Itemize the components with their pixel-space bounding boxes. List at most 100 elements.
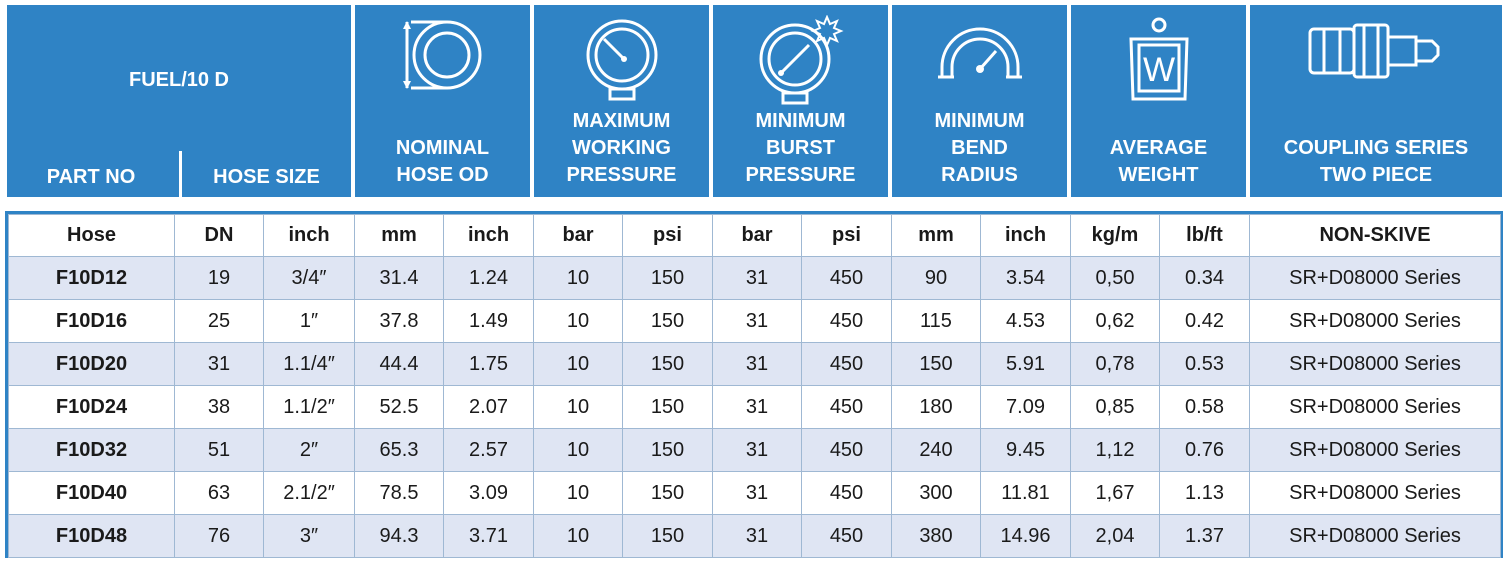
table-cell: 2.07 xyxy=(443,385,534,429)
table-row: F10D16 25 1″ 37.8 1.49 10 150 31 450 115 4.53 0,62 0… xyxy=(8,299,1501,343)
table-cell: 78.5 xyxy=(354,471,444,515)
table-cell: 450 xyxy=(801,385,892,429)
table-cell: 10 xyxy=(533,514,623,558)
table-row: F10D48 76 3″ 94.3 3.71 10 150 31 450 380 14.96 2,04… xyxy=(8,514,1501,558)
table-cell: 31 xyxy=(712,471,802,515)
part-number-cell: F10D48 xyxy=(8,514,175,558)
table-cell: 10 xyxy=(533,471,623,515)
table-cell: 450 xyxy=(801,299,892,343)
table-cell: 37.8 xyxy=(354,299,444,343)
table-cell: 31 xyxy=(712,514,802,558)
table-cell: 115 xyxy=(891,299,981,343)
header-avg-weight: W AVERAGE WEIGHT xyxy=(1071,5,1246,197)
table-cell: 0,50 xyxy=(1070,256,1160,300)
table-cell: 31 xyxy=(712,385,802,429)
unit-cell: kg/m xyxy=(1070,214,1160,257)
fuel-label: FUEL/10 D xyxy=(128,69,230,91)
table-cell: 10 xyxy=(533,428,623,472)
part-number-cell: F10D32 xyxy=(8,428,175,472)
table-cell: 300 xyxy=(891,471,981,515)
table-cell: 10 xyxy=(533,256,623,300)
table-cell: 4.53 xyxy=(980,299,1071,343)
coupling-label: COUPLING SERIES TWO PIECE xyxy=(1283,137,1469,186)
table-cell: 150 xyxy=(622,385,713,429)
table-cell: 10 xyxy=(533,299,623,343)
unit-cell: mm xyxy=(891,214,981,257)
table-cell: 31 xyxy=(712,256,802,300)
part-number-cell: F10D20 xyxy=(8,342,175,386)
table-cell: 150 xyxy=(622,471,713,515)
table-cell: 44.4 xyxy=(354,342,444,386)
table-cell: 94.3 xyxy=(354,514,444,558)
table-row: F10D12 19 3/4″ 31.4 1.24 10 150 31 450 90 3.54 0,50… xyxy=(8,256,1501,300)
avg-weight-label: AVERAGE WEIGHT xyxy=(1109,137,1208,186)
table-cell: 3″ xyxy=(263,514,355,558)
table-cell: 10 xyxy=(533,385,623,429)
unit-cell: psi xyxy=(622,214,713,257)
unit-cell: lb/ft xyxy=(1159,214,1250,257)
table-cell: 90 xyxy=(891,256,981,300)
table-cell: 51 xyxy=(174,428,264,472)
svg-text:W: W xyxy=(1142,51,1174,89)
table-cell: 450 xyxy=(801,428,892,472)
table-cell: 2,04 xyxy=(1070,514,1160,558)
table-cell: 1.13 xyxy=(1159,471,1250,515)
table-cell: 31 xyxy=(174,342,264,386)
unit-cell: Hose xyxy=(8,214,175,257)
table-cell: 2″ xyxy=(263,428,355,472)
table-cell: 31 xyxy=(712,342,802,386)
header-min-bend: MINIMUM BEND RADIUS xyxy=(892,5,1067,197)
table-cell: 1.1/2″ xyxy=(263,385,355,429)
table-cell: 76 xyxy=(174,514,264,558)
table-cell: SR+D08000 Series xyxy=(1249,428,1501,472)
table-cell: 65.3 xyxy=(354,428,444,472)
table-cell: 3/4″ xyxy=(263,256,355,300)
table-cell: 2.1/2″ xyxy=(263,471,355,515)
table-cell: 31.4 xyxy=(354,256,444,300)
unit-cell: bar xyxy=(533,214,623,257)
table-cell: 0.53 xyxy=(1159,342,1250,386)
table-cell: 240 xyxy=(891,428,981,472)
weight-icon: W xyxy=(1128,17,1189,101)
table-cell: 3.71 xyxy=(443,514,534,558)
table-cell: 450 xyxy=(801,256,892,300)
table-cell: 380 xyxy=(891,514,981,558)
table-cell: 10 xyxy=(533,342,623,386)
table-cell: 19 xyxy=(174,256,264,300)
header-nominal-od: NOMINAL HOSE OD xyxy=(355,5,530,197)
table-cell: 63 xyxy=(174,471,264,515)
units-row: Hose DN inch mm inch bar psi bar psi mm … xyxy=(8,214,1501,257)
table-cell: 3.54 xyxy=(980,256,1071,300)
table-cell: 0,78 xyxy=(1070,342,1160,386)
table-cell: 1.49 xyxy=(443,299,534,343)
table-cell: 150 xyxy=(622,256,713,300)
table-cell: 38 xyxy=(174,385,264,429)
table-cell: 0.34 xyxy=(1159,256,1250,300)
table-cell: 31 xyxy=(712,299,802,343)
unit-cell: inch xyxy=(263,214,355,257)
unit-cell: DN xyxy=(174,214,264,257)
table-cell: 14.96 xyxy=(980,514,1071,558)
table-cell: 150 xyxy=(622,342,713,386)
table-cell: SR+D08000 Series xyxy=(1249,471,1501,515)
table-cell: SR+D08000 Series xyxy=(1249,299,1501,343)
table-cell: 7.09 xyxy=(980,385,1071,429)
unit-cell: NON-SKIVE xyxy=(1249,214,1501,257)
table-cell: 450 xyxy=(801,342,892,386)
table-cell: 52.5 xyxy=(354,385,444,429)
unit-cell: bar xyxy=(712,214,802,257)
hose-od-icon xyxy=(402,20,481,90)
table-cell: 3.09 xyxy=(443,471,534,515)
table-cell: 0,62 xyxy=(1070,299,1160,343)
hose-size-label: HOSE SIZE xyxy=(213,166,320,188)
table-cell: SR+D08000 Series xyxy=(1249,514,1501,558)
unit-cell: mm xyxy=(354,214,444,257)
part-number-cell: F10D40 xyxy=(8,471,175,515)
header-min-burst: MINIMUM BURST PRESSURE xyxy=(713,5,888,197)
table-cell: 2.57 xyxy=(443,428,534,472)
table-cell: 1.1/4″ xyxy=(263,342,355,386)
table-cell: 9.45 xyxy=(980,428,1071,472)
header-divider xyxy=(179,151,182,203)
table-cell: 180 xyxy=(891,385,981,429)
coupling-icon xyxy=(1308,23,1440,79)
